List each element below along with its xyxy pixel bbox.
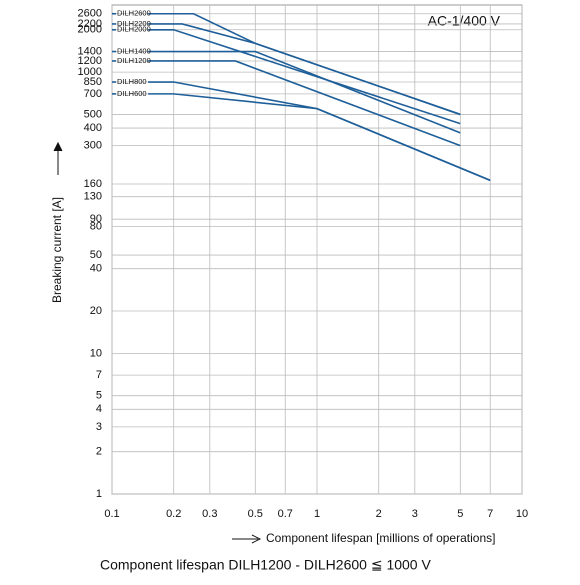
x-tick-label: 0.3 bbox=[202, 508, 217, 520]
x-tick-label: 0.2 bbox=[166, 508, 181, 520]
y-tick-label: 90 bbox=[90, 213, 102, 225]
y-tick-label: 1 bbox=[96, 488, 102, 500]
y-tick-label: 10 bbox=[90, 347, 102, 359]
x-tick-label: 7 bbox=[487, 508, 493, 520]
x-tick-label: 0.7 bbox=[278, 508, 293, 520]
series-label: DILH2000 bbox=[117, 25, 151, 34]
y-tick-label: 4 bbox=[96, 403, 102, 415]
x-arrow bbox=[232, 534, 262, 544]
x-tick-label: 10 bbox=[516, 508, 528, 520]
y-tick-label: 850 bbox=[84, 76, 102, 88]
series-label: DILH800 bbox=[117, 77, 147, 86]
y-tick-label: 700 bbox=[84, 88, 102, 100]
x-tick-label: 3 bbox=[412, 508, 418, 520]
x-tick-label: 0.1 bbox=[104, 508, 119, 520]
annotation: AC-1/400 V bbox=[428, 13, 501, 29]
x-tick-label: 5 bbox=[457, 508, 463, 520]
series-line bbox=[148, 28, 461, 125]
series-label: DILH1400 bbox=[117, 47, 151, 56]
x-tick-label: 2 bbox=[376, 508, 382, 520]
y-tick-label: 400 bbox=[84, 122, 102, 134]
y-tick-label: 2600 bbox=[78, 8, 102, 20]
y-arrow bbox=[53, 141, 63, 175]
y-tick-label: 1200 bbox=[78, 55, 102, 67]
series-label: DILH600 bbox=[117, 89, 147, 98]
series-line bbox=[148, 12, 461, 116]
y-axis-label: Breaking current [A] bbox=[50, 197, 64, 303]
series-line bbox=[148, 60, 461, 147]
series-line bbox=[148, 23, 461, 116]
y-tick-label: 3 bbox=[96, 421, 102, 433]
y-tick-label: 1000 bbox=[78, 66, 102, 78]
x-axis-label: Component lifespan [millions of operatio… bbox=[266, 531, 495, 545]
y-tick-label: 500 bbox=[84, 108, 102, 120]
y-tick-label: 40 bbox=[90, 263, 102, 275]
series-line bbox=[148, 93, 491, 182]
y-tick-label: 1400 bbox=[78, 45, 102, 57]
y-tick-label: 20 bbox=[90, 305, 102, 317]
y-tick-label: 2000 bbox=[78, 24, 102, 36]
y-tick-label: 80 bbox=[90, 220, 102, 232]
series-label: DILH2200 bbox=[117, 19, 151, 28]
y-tick-label: 160 bbox=[84, 178, 102, 190]
y-tick-label: 300 bbox=[84, 140, 102, 152]
y-tick-label: 2 bbox=[96, 446, 102, 458]
footnote: Component lifespan DILH1200 - DILH2600 ≦… bbox=[100, 557, 431, 573]
y-tick-label: 130 bbox=[84, 191, 102, 203]
y-tick-label: 2200 bbox=[78, 18, 102, 30]
series-label: DILH1200 bbox=[117, 56, 151, 65]
y-label-group: Breaking current [A] bbox=[50, 197, 64, 303]
series-label: DILH2600 bbox=[117, 9, 151, 18]
y-tick-label: 7 bbox=[96, 369, 102, 381]
series-line bbox=[148, 50, 461, 134]
x-tick-label: 1 bbox=[314, 508, 320, 520]
y-tick-label: 5 bbox=[96, 390, 102, 402]
x-tick-label: 0.5 bbox=[248, 508, 263, 520]
y-tick-label: 50 bbox=[90, 249, 102, 261]
